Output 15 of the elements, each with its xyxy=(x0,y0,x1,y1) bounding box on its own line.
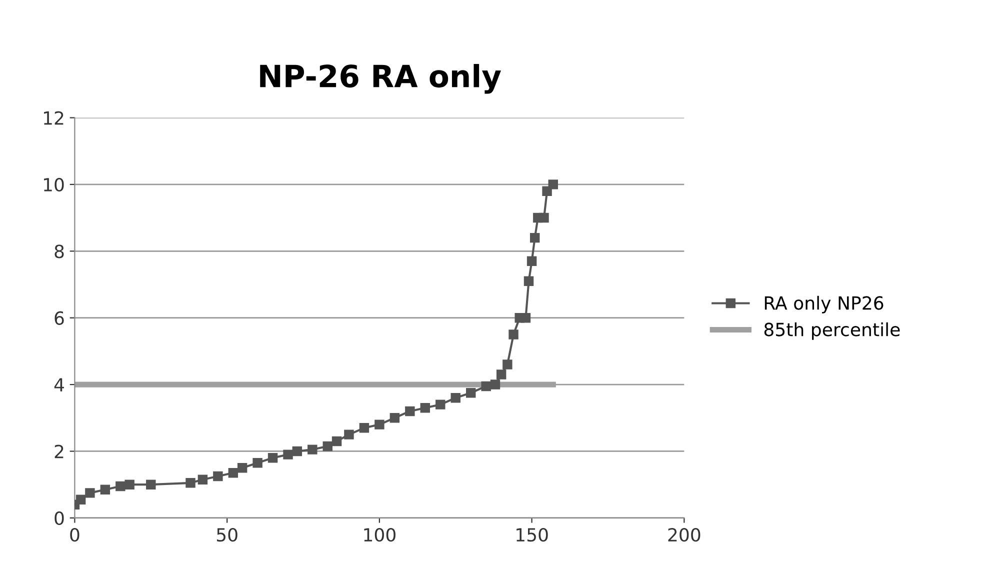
y-tick-label: 8 xyxy=(54,244,64,258)
x-tick-label: 150 xyxy=(516,528,548,542)
chart-title: NP-26 RA only xyxy=(260,64,501,94)
x-tick-label: 50 xyxy=(216,528,238,542)
legend-label: RA only NP26 xyxy=(764,296,884,314)
y-tick-label: 4 xyxy=(54,378,64,392)
y-tick-label: 2 xyxy=(54,444,64,458)
legend-label: 85th percentile xyxy=(764,322,900,340)
x-tick-label: 200 xyxy=(668,528,700,542)
y-tick-label: 10 xyxy=(44,178,64,192)
x-tick-label: 0 xyxy=(70,528,80,542)
y-tick-label: 12 xyxy=(44,111,64,125)
y-tick-label: 6 xyxy=(54,311,64,325)
x-tick-label: 100 xyxy=(364,528,396,542)
y-tick-label: 0 xyxy=(54,511,64,526)
